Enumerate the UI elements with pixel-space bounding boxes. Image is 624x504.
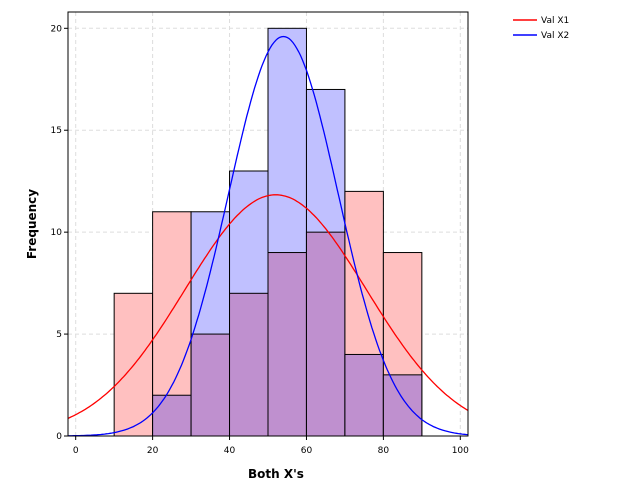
x-tick-label: 0: [73, 446, 79, 456]
y-tick-label: 15: [51, 126, 62, 136]
x-axis-label: Both X's: [248, 467, 304, 481]
bar-overlap: [344, 353, 384, 437]
y-tick-label: 20: [51, 24, 63, 34]
y-tick-label: 5: [56, 330, 62, 340]
x-tick-label: 100: [452, 446, 469, 456]
bar-overlap: [229, 292, 269, 437]
legend-label: Val X1: [541, 16, 569, 26]
x-tick-label: 60: [301, 446, 313, 456]
y-tick-label: 10: [51, 228, 63, 238]
x-tick-label: 20: [147, 446, 159, 456]
bar-overlap: [382, 374, 423, 437]
bar-overlap: [152, 394, 192, 437]
normal-curve-2: [68, 35, 469, 437]
x-tick-label: 40: [224, 446, 236, 456]
plot-frame: [67, 11, 469, 437]
bar-overlap: [267, 252, 307, 437]
ticks: 0 20 40 60 80 100 0 5 10 15 20: [51, 24, 470, 456]
legend-label: Val X2: [541, 31, 569, 41]
y-axis-label: Frequency: [25, 189, 39, 259]
curves: [67, 35, 469, 437]
bars: [113, 27, 423, 437]
bar-overlap: [190, 333, 231, 437]
x-tick-label: 80: [378, 446, 390, 456]
y-tick-label: 0: [56, 432, 62, 442]
normal-curve-1: [67, 194, 469, 419]
bar-overlap: [305, 231, 346, 437]
legend: Val X1 Val X2: [513, 16, 569, 41]
